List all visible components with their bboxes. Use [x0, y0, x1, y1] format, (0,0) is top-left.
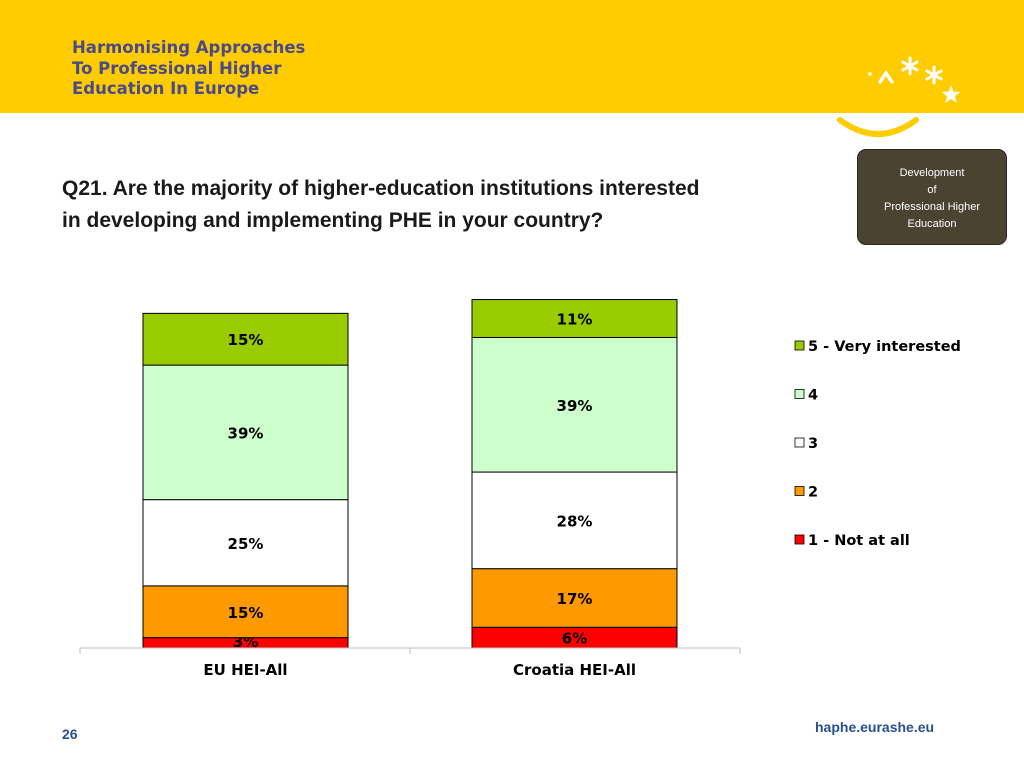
data-label: 39%: [228, 424, 264, 442]
bar-segment: [142, 499, 349, 587]
data-label: 39%: [557, 397, 593, 415]
logo-text: Harmonising Approaches To Professional H…: [72, 38, 305, 100]
bar-segment: [142, 312, 349, 366]
legend-label: 5 - Very interested: [808, 339, 961, 355]
question-title: Q21. Are the majority of higher-educatio…: [62, 173, 862, 237]
data-label: 6%: [562, 630, 587, 648]
category-label: EU HEI-All: [203, 661, 287, 679]
legend-swatch: [794, 437, 805, 448]
legend-label: 3: [808, 436, 818, 452]
bar-segment: [142, 585, 349, 639]
logo-line: Harmonising Approaches: [72, 38, 306, 57]
category-label: Croatia HEI-All: [513, 661, 636, 679]
page-number: 26: [62, 726, 78, 742]
data-label: 28%: [557, 512, 593, 530]
legend-swatch: [794, 340, 805, 351]
data-label: 17%: [557, 590, 593, 608]
bar-segment: [471, 568, 678, 628]
data-label: 15%: [228, 604, 264, 622]
legend-label: 1 - Not at all: [808, 533, 910, 549]
data-label: 15%: [228, 331, 264, 349]
badge-line: of: [927, 184, 937, 196]
legend-swatch: [794, 486, 805, 496]
badge-line: Development: [899, 167, 965, 179]
legend-label: 4: [808, 388, 818, 404]
development-badge: Development of Professional Higher Educa…: [857, 149, 1007, 245]
stars-smile-logo-icon: [837, 56, 961, 137]
bar-segment: [471, 471, 678, 570]
data-label: 25%: [228, 535, 264, 553]
legend-label: 2: [808, 485, 818, 501]
data-label: 11%: [557, 311, 593, 329]
legend-swatch: [794, 534, 805, 545]
site-url: haphe.eurashe.eu: [815, 719, 935, 735]
question-line: Q21. Are the majority of higher-educatio…: [62, 177, 700, 200]
header-band: [0, 0, 1024, 113]
badge-line: Education: [907, 218, 957, 230]
logo-line: To Professional Higher: [72, 58, 282, 78]
bar-segment: [471, 337, 678, 473]
question-line: in developing and implementing PHE in yo…: [62, 209, 604, 232]
legend-swatch: [794, 389, 805, 399]
bar-segment: [471, 299, 678, 338]
badge-line: Professional Higher: [884, 201, 980, 213]
logo-line: Education In Europe: [72, 79, 260, 98]
